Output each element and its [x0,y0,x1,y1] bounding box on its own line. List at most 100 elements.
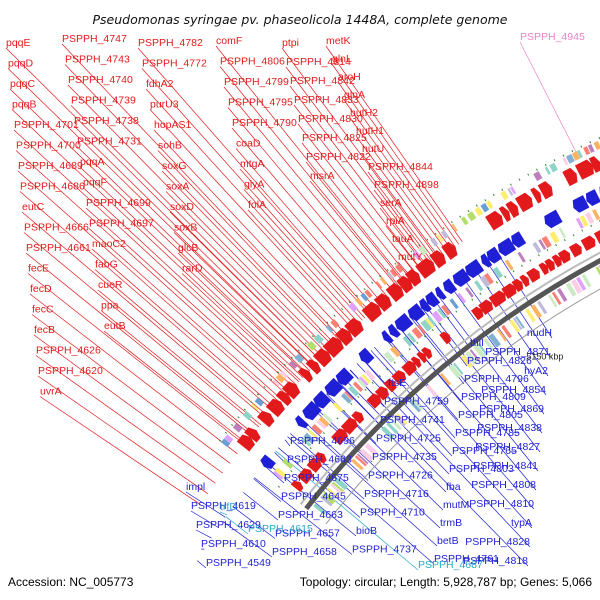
forward-gene-label: PSPPH_4689 [18,160,83,172]
highlight-gene-label: trfD [220,501,237,513]
forward-gene-label: soxA [166,181,189,193]
forward-gene-label: pqqA [80,156,105,168]
reverse-gene-label: PSPPH_4808 [471,479,536,491]
reverse-gene-arrow [381,330,394,344]
reverse-gene-label: fba [446,481,461,493]
gene-labels: pqqEpqqDpqqCpqqBPSPPH_4701PSPPH_4700PSPP… [6,31,585,571]
forward-gene-arrow [410,356,422,369]
forward-gene-label: eutB [104,320,126,332]
cog-stripe-inner [537,300,548,315]
forward-gene-arrow [488,290,507,308]
forward-gene-label-leader [337,81,456,248]
forward-gene-label-leader [239,168,370,315]
cog-stripe-middle [431,310,443,323]
cog-stripe-outer [576,149,583,159]
forward-gene-label-leader [157,150,341,342]
reverse-gene-label: thiI [470,337,484,349]
forward-gene-arrow [557,249,571,264]
reverse-gene-label: PSPPH_4663 [278,509,343,521]
forward-gene-label: ppa [101,300,119,312]
forward-gene-arrow [439,331,452,345]
forward-gene-label-leader [141,68,366,319]
forward-gene-label-leader [25,252,253,436]
reverse-gene-label: hyA2 [524,365,548,377]
forward-gene-label: PSPPH_4814 [286,56,351,68]
cog-stripe-inner [496,328,508,342]
forward-gene-arrow [306,457,322,473]
forward-gene-label-leader [293,104,423,272]
reverse-gene-label: PSPPH_4675 [284,472,349,484]
forward-gene-label-leader [19,191,274,411]
cog-stripe-outer [430,237,439,247]
forward-gene-arrow [501,283,517,299]
cog-stripe-outer [354,297,364,307]
reverse-gene-label-leader [299,422,438,547]
forward-gene-label: serA [380,197,402,209]
reverse-gene-label: PSPPH_4838 [477,422,542,434]
forward-gene-label-leader [76,146,311,371]
reverse-gene-arrow [313,390,332,409]
cog-stripe-inner [570,279,583,294]
forward-gene-arrow [441,241,458,260]
forward-gene-label-leader [15,150,288,396]
cog-stripe-outer [360,292,369,302]
forward-gene-label-leader [31,314,231,464]
forward-gene-label: pqqD [8,58,34,70]
cog-stripe-outer [440,229,449,239]
cog-stripe-middle [592,208,600,221]
forward-gene-label-leader [21,211,267,419]
forward-gene-label: ptpi [282,37,299,49]
forward-gene-label: fecE [28,263,49,275]
cog-stripe-inner [576,276,587,291]
forward-gene-label-leader [17,170,281,403]
forward-gene-label-leader [309,180,400,290]
forward-gene-label-leader [33,334,223,474]
forward-gene-label: aroH [338,71,361,83]
forward-gene-label-leader [367,171,436,262]
cog-stripe-inner [393,414,406,427]
forward-gene-arrow [361,301,382,323]
cog-stripe-outer [485,200,494,210]
forward-gene-label-leader [243,189,363,321]
cog-stripe-outer [412,250,422,260]
cog-stripe-outer [583,146,591,156]
reverse-gene-label: PSPPH_4785 [455,427,520,439]
cog-stripe-outer [571,151,581,161]
forward-gene-arrow [351,411,365,424]
cog-stripe-middle [479,275,491,288]
forward-gene-label-leader [73,125,317,365]
cog-stripe-outer [460,216,469,226]
cog-stripe-middle [340,393,352,404]
cog-stripe-inner [354,455,367,467]
reverse-gene-label: impl [186,481,205,493]
cog-stripe-middle [427,315,437,327]
forward-gene-arrow [312,348,332,368]
cog-stripe-middle [332,402,344,413]
forward-gene-arrow [391,370,407,386]
highlight-gene-label: PSPPH_4687 [418,559,483,571]
cog-stripe-middle [274,467,287,478]
reverse-gene-label-leader [284,439,291,447]
forward-gene-arrow [537,181,553,200]
cog-stripe-outer [533,171,543,182]
forward-gene-label-leader [165,191,328,354]
forward-gene-label-leader [137,47,372,314]
cog-stripe-inner [488,333,501,348]
forward-gene-label: purU3 [150,99,179,111]
reverse-gene-label: PSPPH_4735 [372,451,437,463]
forward-gene-arrow [485,210,504,231]
forward-gene-label-leader [281,47,439,260]
cog-stripe-middle [316,419,327,430]
cog-stripe-outer [254,397,264,407]
forward-gene-label: glyA [244,179,264,191]
forward-gene-arrow [383,378,397,393]
reverse-gene-arrow [544,209,563,229]
cog-stripe-outer [389,268,398,278]
reverse-gene-label: PSPPH_4657 [275,528,340,540]
cog-stripe-outer [510,186,517,195]
reverse-gene-label-leader [411,314,539,472]
forward-gene-label: hutH1 [356,125,384,137]
forward-gene-arrow [574,159,594,180]
cog-stripe-outer [348,302,358,313]
forward-gene-label: hutU [362,143,384,155]
